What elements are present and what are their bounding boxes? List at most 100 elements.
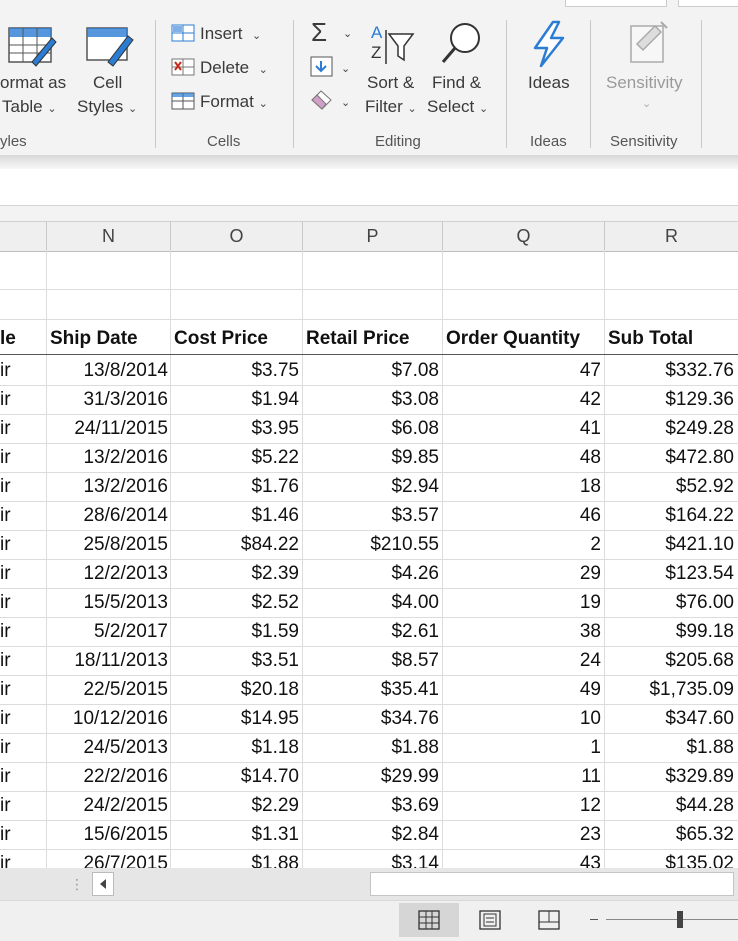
table-cell-n[interactable]: 28/6/2014 (83, 505, 168, 526)
table-cell-n[interactable]: 22/5/2015 (83, 679, 168, 700)
table-cell-r[interactable]: $164.22 (665, 505, 734, 526)
header-sub-total[interactable]: Sub Total (608, 328, 694, 349)
table-cell-p[interactable]: $4.00 (391, 592, 439, 613)
table-cell-r[interactable]: $329.89 (665, 766, 734, 787)
table-cell-n[interactable]: 5/2/2017 (94, 621, 168, 642)
table-cell-r[interactable]: $76.00 (675, 592, 734, 613)
table-cell-m[interactable]: ir (0, 824, 11, 845)
table-cell-q[interactable]: 10 (579, 708, 601, 729)
table-cell-r[interactable]: $44.28 (675, 795, 734, 816)
table-cell-n[interactable]: 24/2/2015 (83, 795, 168, 816)
table-cell-r[interactable]: $347.60 (665, 708, 734, 729)
table-cell-q[interactable]: 19 (579, 592, 601, 613)
table-cell-n[interactable]: 13/2/2016 (83, 447, 168, 468)
column-header-o[interactable]: O (171, 221, 303, 250)
table-cell-q[interactable]: 2 (590, 534, 601, 555)
table-cell-q[interactable]: 29 (579, 563, 601, 584)
header-order-quantity[interactable]: Order Quantity (446, 328, 581, 349)
table-cell-n[interactable]: 25/8/2015 (83, 534, 168, 555)
table-cell-r[interactable]: $99.18 (675, 621, 734, 642)
table-cell-r[interactable]: $129.36 (665, 389, 734, 410)
table-cell-r[interactable]: $421.10 (665, 534, 734, 555)
table-cell-r[interactable]: $249.28 (665, 418, 734, 439)
column-header-m[interactable] (0, 221, 47, 250)
table-cell-m[interactable]: ir (0, 621, 11, 642)
table-cell-o[interactable]: $84.22 (240, 534, 299, 555)
table-cell-m[interactable]: ir (0, 476, 11, 497)
table-cell-m[interactable]: ir (0, 563, 11, 584)
table-cell-m[interactable]: ir (0, 679, 11, 700)
table-cell-m[interactable]: ir (0, 418, 11, 439)
header-cost-price[interactable]: Cost Price (174, 328, 268, 349)
table-cell-p[interactable]: $2.61 (391, 621, 439, 642)
table-cell-r[interactable]: $1.88 (686, 737, 734, 758)
table-cell-q[interactable]: 38 (579, 621, 601, 642)
table-cell-o[interactable]: $1.94 (251, 389, 299, 410)
table-cell-o[interactable]: $1.31 (251, 824, 299, 845)
table-cell-m[interactable]: ir (0, 795, 11, 816)
table-cell-m[interactable]: ir (0, 389, 11, 410)
column-header-p[interactable]: P (303, 221, 443, 250)
table-cell-m[interactable]: ir (0, 853, 11, 874)
table-cell-p[interactable]: $29.99 (380, 766, 439, 787)
table-cell-p[interactable]: $3.08 (391, 389, 439, 410)
table-cell-m[interactable]: ir (0, 708, 11, 729)
table-cell-o[interactable]: $20.18 (240, 679, 299, 700)
table-cell-o[interactable]: $1.18 (251, 737, 299, 758)
table-cell-q[interactable]: 49 (579, 679, 601, 700)
table-cell-q[interactable]: 48 (579, 447, 601, 468)
table-cell-o[interactable]: $3.95 (251, 418, 299, 439)
table-cell-r[interactable]: $65.32 (675, 824, 734, 845)
table-cell-o[interactable]: $1.76 (251, 476, 299, 497)
table-cell-p[interactable]: $7.08 (391, 360, 439, 381)
table-cell-n[interactable]: 13/2/2016 (83, 476, 168, 497)
table-cell-n[interactable]: 24/5/2013 (83, 737, 168, 758)
tab-split-handle-icon[interactable]: ⋮ (70, 876, 84, 892)
table-cell-o[interactable]: $2.52 (251, 592, 299, 613)
table-cell-n[interactable]: 13/8/2014 (83, 360, 168, 381)
table-cell-p[interactable]: $3.69 (391, 795, 439, 816)
table-cell-r[interactable]: $472.80 (665, 447, 734, 468)
table-cell-m[interactable]: ir (0, 505, 11, 526)
table-cell-p[interactable]: $210.55 (370, 534, 439, 555)
table-cell-n[interactable]: 12/2/2013 (83, 563, 168, 584)
table-cell-n[interactable]: 18/11/2013 (74, 650, 168, 671)
table-cell-p[interactable]: $3.57 (391, 505, 439, 526)
table-cell-q[interactable]: 1 (590, 737, 601, 758)
zoom-out-button[interactable] (590, 919, 598, 920)
table-cell-o[interactable]: $2.29 (251, 795, 299, 816)
header-ship-date[interactable]: Ship Date (50, 328, 138, 349)
table-cell-m[interactable]: ir (0, 447, 11, 468)
table-cell-o[interactable]: $2.39 (251, 563, 299, 584)
table-cell-p[interactable]: $4.26 (391, 563, 439, 584)
table-cell-q[interactable]: 12 (579, 795, 601, 816)
table-cell-n[interactable]: 10/12/2016 (72, 708, 168, 729)
table-cell-r[interactable]: $123.54 (665, 563, 734, 584)
page-layout-button[interactable] (468, 903, 512, 937)
table-cell-p[interactable]: $6.08 (391, 418, 439, 439)
table-cell-m[interactable]: ir (0, 737, 11, 758)
table-cell-o[interactable]: $5.22 (251, 447, 299, 468)
table-cell-m[interactable]: ir (0, 592, 11, 613)
table-cell-p[interactable]: $8.57 (391, 650, 439, 671)
table-cell-m[interactable]: ir (0, 650, 11, 671)
table-cell-n[interactable]: 31/3/2016 (83, 389, 168, 410)
table-cell-r[interactable]: $205.68 (665, 650, 734, 671)
table-cell-p[interactable]: $34.76 (380, 708, 439, 729)
table-cell-r[interactable]: $1,735.09 (649, 679, 734, 700)
table-cell-o[interactable]: $1.59 (251, 621, 299, 642)
table-cell-q[interactable]: 23 (579, 824, 601, 845)
table-cell-p[interactable]: $2.84 (391, 824, 439, 845)
table-cell-r[interactable]: $332.76 (665, 360, 734, 381)
table-cell-m[interactable]: ir (0, 360, 11, 381)
column-header-n[interactable]: N (47, 221, 171, 250)
table-cell-p[interactable]: $1.88 (391, 737, 439, 758)
page-break-preview-button[interactable] (527, 903, 571, 937)
table-cell-m[interactable]: ir (0, 766, 11, 787)
table-cell-q[interactable]: 18 (579, 476, 601, 497)
table-cell-q[interactable]: 11 (581, 766, 601, 787)
table-cell-n[interactable]: 22/2/2016 (83, 766, 168, 787)
table-cell-q[interactable]: 46 (579, 505, 601, 526)
formula-bar[interactable] (0, 169, 738, 206)
table-cell-q[interactable]: 24 (579, 650, 601, 671)
